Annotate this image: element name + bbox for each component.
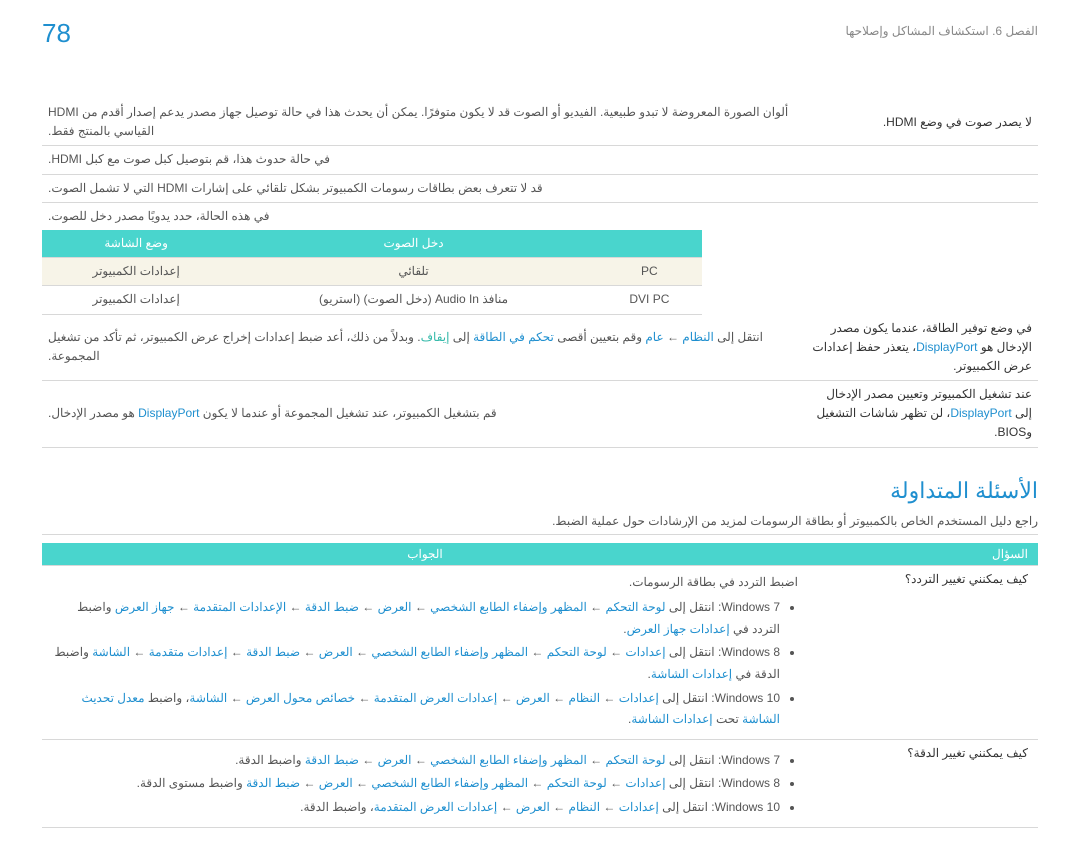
faq-row-2: كيف يمكنني تغيير الدقة؟ Windows 7: انتقل… (42, 740, 1038, 828)
dp2-q: عند تشغيل الكمبيوتر وتعيين مصدر الإدخال … (808, 381, 1038, 447)
st-h1: دخل الصوت (230, 230, 596, 258)
dp-row-1: في وضع توفير الطاقة، عندما يكون مصدر الإ… (42, 315, 1038, 382)
faq2-win7: Windows 7: انتقل إلى لوحة التحكم ← المظه… (52, 750, 780, 772)
faq1-win8: Windows 8: انتقل إلى إعدادات ← لوحة التح… (52, 642, 780, 685)
faq-header: السؤال الجواب (42, 543, 1038, 566)
faq-row-1: كيف يمكنني تغيير التردد؟ اضبط التردد في … (42, 566, 1038, 740)
faq2-win8: Windows 8: انتقل إلى إعدادات ← لوحة التح… (52, 773, 780, 795)
hdmi-row-2: في حالة حدوث هذا، قم بتوصيل كبل صوت مع ك… (42, 146, 1038, 174)
chapter-title: الفصل 6. استكشاف المشاكل وإصلاحها (845, 24, 1038, 38)
hdmi-subtable-wrap: دخل الصوت وضع الشاشة PC تلقائي إعدادات ا… (42, 230, 1038, 315)
faq-head-q: السؤال (808, 543, 1038, 565)
st-row-1: DVI PC منافذ Audio In (دخل الصوت) (استري… (42, 286, 702, 314)
faq1-a: اضبط التردد في بطاقة الرسومات. Windows 7… (42, 566, 808, 739)
hdmi-line-3: في هذه الحالة، حدد يدويًا مصدر دخل للصوت… (42, 203, 808, 230)
faq2-q: كيف يمكنني تغيير الدقة؟ (808, 740, 1038, 827)
hdmi-line-0: ألوان الصورة المعروضة لا تبدو طبيعية. ال… (42, 99, 808, 145)
hdmi-line-2: قد لا تتعرف بعض بطاقات رسومات الكمبيوتر … (42, 175, 808, 202)
dp-row-2: عند تشغيل الكمبيوتر وتعيين مصدر الإدخال … (42, 381, 1038, 448)
hdmi-row-1: لا يصدر صوت في وضع HDMI. ألوان الصورة ال… (42, 99, 1038, 146)
page-header: الفصل 6. استكشاف المشاكل وإصلاحها 78 (42, 18, 1038, 49)
faq-title: الأسئلة المتداولة (42, 478, 1038, 504)
faq-intro: راجع دليل المستخدم الخاص بالكمبيوتر أو ب… (42, 514, 1038, 535)
hdmi-q: لا يصدر صوت في وضع HDMI. (808, 109, 1038, 136)
page-number: 78 (42, 18, 71, 49)
hdmi-row-3: قد لا تتعرف بعض بطاقات رسومات الكمبيوتر … (42, 175, 1038, 203)
st-row-0: PC تلقائي إعدادات الكمبيوتر (42, 258, 702, 286)
st-h2: وضع الشاشة (42, 230, 230, 258)
dp2-a: قم بتشغيل الكمبيوتر، عند تشغيل المجموعة … (42, 400, 808, 427)
hdmi-subtable: دخل الصوت وضع الشاشة PC تلقائي إعدادات ا… (42, 230, 702, 315)
faq2-win10: Windows 10: انتقل إلى إعدادات ← النظام ←… (52, 797, 780, 819)
faq1-q: كيف يمكنني تغيير التردد؟ (808, 566, 1038, 739)
faq1-win7: Windows 7: انتقل إلى لوحة التحكم ← المظه… (52, 597, 780, 640)
dp1-q: في وضع توفير الطاقة، عندما يكون مصدر الإ… (808, 315, 1038, 381)
st-h0 (597, 230, 702, 258)
faq2-a: Windows 7: انتقل إلى لوحة التحكم ← المظه… (42, 740, 808, 827)
hdmi-line-1: في حالة حدوث هذا، قم بتوصيل كبل صوت مع ك… (42, 146, 808, 173)
faq1-win10: Windows 10: انتقل إلى إعدادات ← النظام ←… (52, 688, 780, 731)
dp1-a: انتقل إلى النظام ← عام وقم بتعيين أقصى ت… (42, 324, 808, 370)
hdmi-row-4: في هذه الحالة، حدد يدويًا مصدر دخل للصوت… (42, 203, 1038, 230)
faq-head-a: الجواب (42, 543, 808, 565)
